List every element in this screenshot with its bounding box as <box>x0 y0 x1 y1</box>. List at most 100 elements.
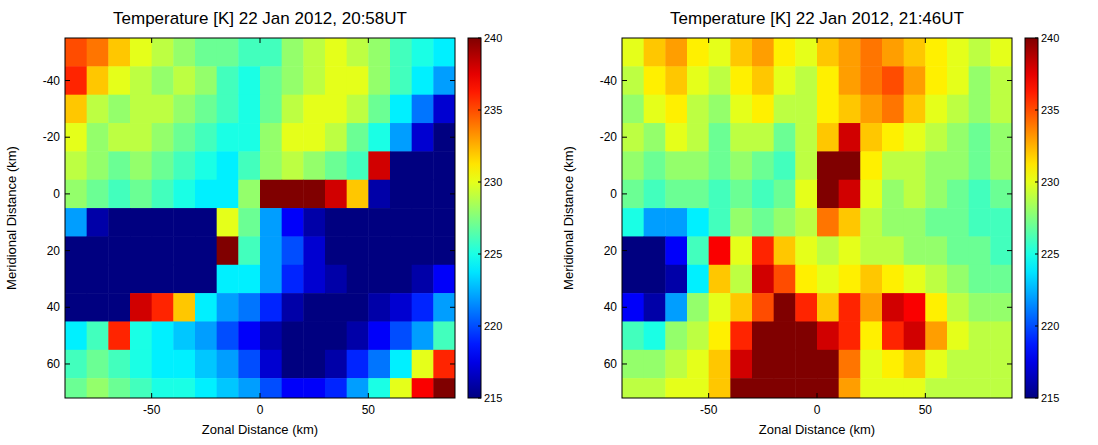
colorbar-tick-label: 225 <box>484 248 502 260</box>
cell <box>152 321 174 350</box>
cell <box>87 265 109 294</box>
cell <box>325 350 347 379</box>
cell <box>687 208 709 237</box>
x-tick <box>708 393 709 398</box>
cell <box>152 95 174 124</box>
cell <box>925 95 947 124</box>
y-tick-label: 20 <box>47 244 61 258</box>
y-tick <box>65 250 70 251</box>
cell <box>282 378 304 398</box>
cells <box>622 38 1012 398</box>
colorbar-tick <box>1035 398 1038 399</box>
cell <box>947 350 969 379</box>
cell <box>990 350 1012 379</box>
y-tick <box>1007 80 1012 81</box>
cell <box>969 236 991 265</box>
cell <box>282 265 304 294</box>
y-tick <box>622 137 627 138</box>
cell <box>347 180 369 209</box>
cell <box>947 321 969 350</box>
cell <box>412 123 434 152</box>
colorbar-tick <box>478 254 481 255</box>
colorbar-tick-label: 230 <box>484 176 502 188</box>
cell <box>195 265 217 294</box>
colorbar-tick-label: 235 <box>484 104 502 116</box>
cell <box>108 321 130 350</box>
cell <box>347 66 369 95</box>
cell <box>325 321 347 350</box>
cell <box>839 350 861 379</box>
cell <box>709 38 731 67</box>
cell <box>108 180 130 209</box>
cell <box>433 378 455 398</box>
cell <box>325 265 347 294</box>
cell <box>152 123 174 152</box>
cell <box>752 123 774 152</box>
cell <box>752 208 774 237</box>
cell <box>665 378 687 398</box>
x-tick <box>368 393 369 398</box>
cell <box>817 66 839 95</box>
cell <box>904 151 926 180</box>
cell <box>904 293 926 322</box>
colorbar-tick-label: 220 <box>1041 320 1059 332</box>
cell <box>325 378 347 398</box>
cell <box>130 180 152 209</box>
cell <box>217 236 239 265</box>
cell <box>969 321 991 350</box>
cell <box>687 151 709 180</box>
cell <box>709 180 731 209</box>
colorbar-tick <box>1035 38 1038 39</box>
cell <box>882 378 904 398</box>
cell <box>687 265 709 294</box>
cell <box>947 66 969 95</box>
cell <box>709 151 731 180</box>
cell <box>925 378 947 398</box>
cell <box>709 378 731 398</box>
cell <box>752 95 774 124</box>
cell <box>795 180 817 209</box>
y-tick <box>450 250 455 251</box>
cell <box>130 123 152 152</box>
cell <box>65 180 87 209</box>
cell <box>622 350 644 379</box>
cell <box>969 180 991 209</box>
y-tick-label: 0 <box>53 187 60 201</box>
panel: -50050-40-200204060Temperature [K] 22 Ja… <box>561 9 1059 437</box>
cell <box>774 350 796 379</box>
cell <box>65 265 87 294</box>
cell <box>303 236 325 265</box>
cell <box>108 236 130 265</box>
cell <box>282 38 304 67</box>
cell <box>303 123 325 152</box>
cell <box>969 378 991 398</box>
cell <box>108 293 130 322</box>
cell <box>412 378 434 398</box>
cell <box>709 293 731 322</box>
y-tick-label: 60 <box>604 357 618 371</box>
cell <box>904 265 926 294</box>
cell <box>687 38 709 67</box>
cell <box>433 180 455 209</box>
cell <box>325 236 347 265</box>
cell <box>303 208 325 237</box>
cell <box>390 151 412 180</box>
cell <box>368 236 390 265</box>
cell <box>347 378 369 398</box>
cell <box>412 321 434 350</box>
cell <box>195 293 217 322</box>
cell <box>282 350 304 379</box>
y-tick <box>450 307 455 308</box>
cell <box>730 66 752 95</box>
x-tick <box>260 393 261 398</box>
y-tick-label: -20 <box>43 130 61 144</box>
title: Temperature [K] 22 Jan 2012, 20:58UT <box>113 9 407 28</box>
colorbar-tick <box>478 182 481 183</box>
cell <box>347 123 369 152</box>
cell <box>347 208 369 237</box>
colorbar-tick <box>1035 110 1038 111</box>
cell <box>860 38 882 67</box>
colorbar-tick <box>1035 182 1038 183</box>
cell <box>195 378 217 398</box>
cell <box>969 123 991 152</box>
